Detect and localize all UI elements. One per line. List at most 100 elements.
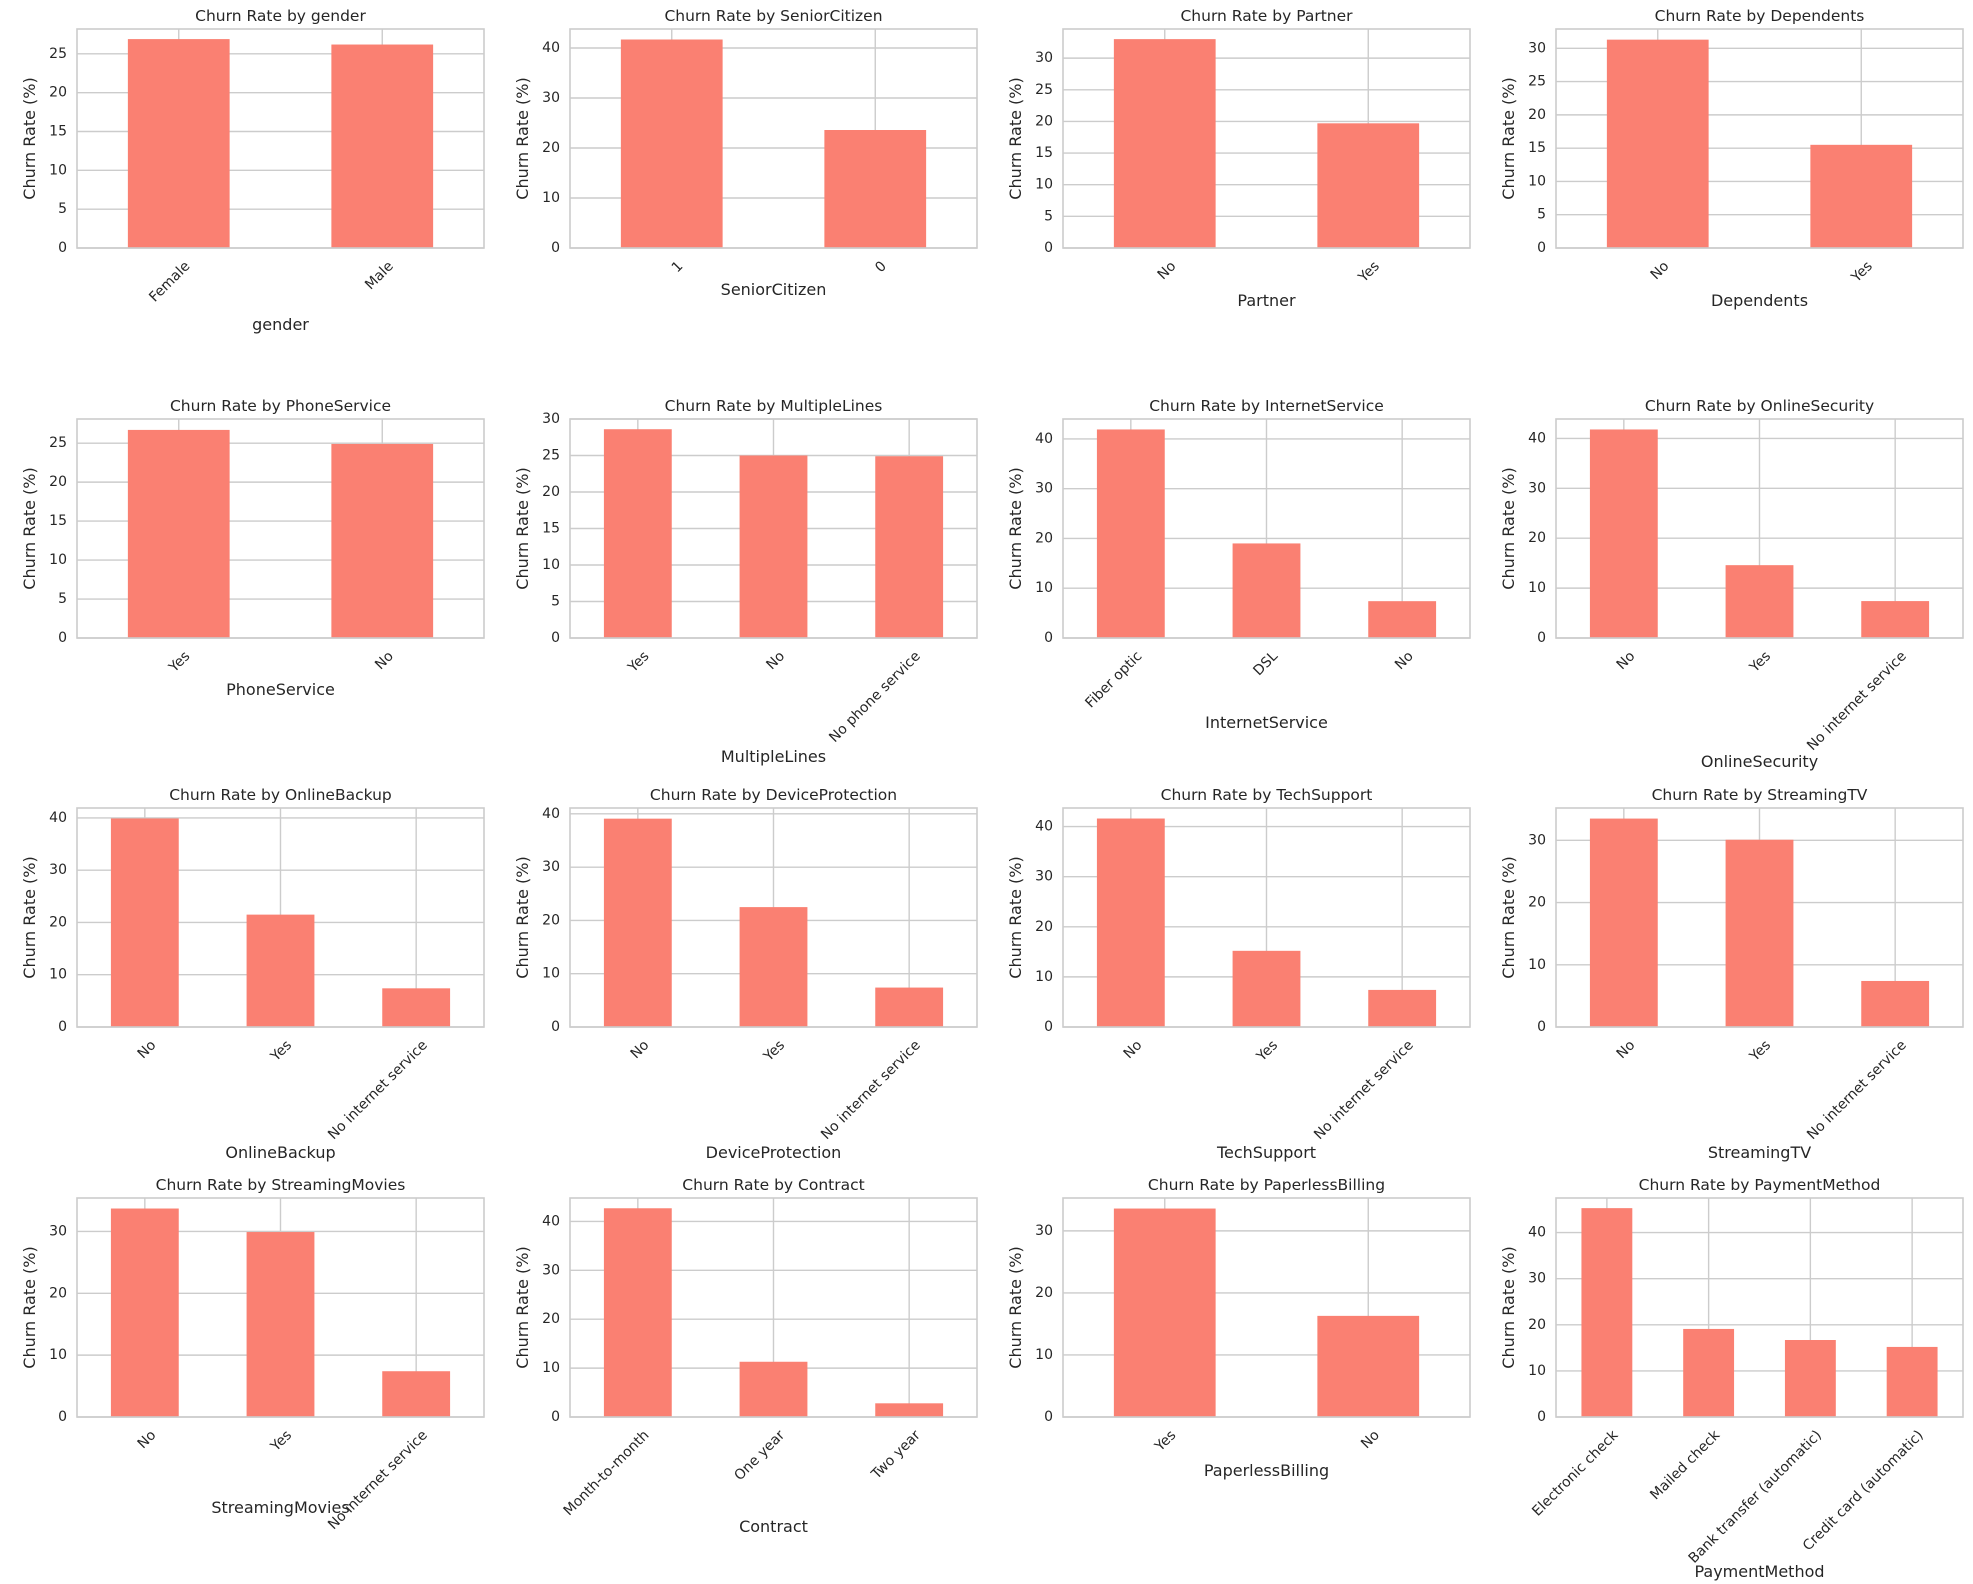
chart-title: Churn Rate by Contract [682, 1176, 864, 1194]
x-tick-label: Yes [1746, 1037, 1774, 1065]
chart-title: Churn Rate by InternetService [1149, 397, 1384, 415]
y-tick-label: 20 [1035, 530, 1053, 546]
x-tick-label: Yes [760, 1037, 788, 1065]
y-tick-label: 10 [542, 190, 560, 206]
bar-yes [1317, 123, 1420, 248]
axes-frame [569, 807, 978, 1028]
x-axis-label: Partner [1237, 291, 1296, 310]
bar-no [1317, 1315, 1420, 1417]
y-tick-label: 15 [1528, 140, 1546, 156]
y-axis-label: Churn Rate (%) [1006, 77, 1025, 199]
y-tick-label: 10 [49, 967, 67, 983]
y-axis-label: Churn Rate (%) [513, 1246, 532, 1368]
bar-two-year [875, 1403, 944, 1417]
x-axis-label: Contract [739, 1517, 808, 1536]
axes-frame [76, 1197, 485, 1418]
axes-frame [1555, 1197, 1964, 1418]
subplot-paymentmethod: Churn Rate by PaymentMethod 0 10 20 30 40 Elec… [1499, 1176, 1964, 1581]
x-tick-label: No internet service [325, 1427, 431, 1533]
bar-yes [603, 429, 672, 638]
x-axis-label: StreamingMovies [211, 1498, 349, 1517]
y-tick-label: 20 [49, 914, 67, 930]
y-tick-label: 20 [1035, 1285, 1053, 1301]
x-tick-label: No [135, 1427, 160, 1452]
y-axis-label: Churn Rate (%) [1499, 77, 1518, 199]
y-tick-label: 40 [1035, 431, 1053, 447]
x-axis-label: PaperlessBilling [1204, 1461, 1329, 1480]
subplot-onlinebackup: Churn Rate by OnlineBackup 0 10 20 30 40 No Yes… [20, 786, 485, 1162]
y-tick-label: 0 [1537, 240, 1546, 256]
x-tick-label: One year [731, 1427, 788, 1484]
y-tick-label: 20 [542, 912, 560, 928]
x-axis-label: TechSupport [1216, 1143, 1316, 1162]
x-tick-label: No [1614, 1037, 1639, 1062]
y-tick-label: 0 [1537, 630, 1546, 646]
y-tick-label: 0 [1537, 1409, 1546, 1425]
axes-frame [76, 28, 485, 249]
bar-no [1113, 39, 1216, 248]
bar-yes [246, 1232, 315, 1417]
x-axis-label: PhoneService [226, 680, 335, 699]
x-tick-label: Two year [868, 1427, 924, 1483]
y-tick-label: 10 [49, 552, 67, 568]
y-tick-label: 10 [542, 1360, 560, 1376]
y-tick-label: 0 [1537, 1019, 1546, 1035]
bar-bank-transfer-automatic- [1784, 1340, 1836, 1417]
y-tick-label: 10 [542, 557, 560, 573]
x-tick-label: Yes [165, 648, 193, 676]
x-tick-label: No [1155, 258, 1180, 283]
x-tick-label: No internet service [1804, 648, 1910, 754]
y-tick-label: 30 [1035, 869, 1053, 885]
x-tick-label: 1 [669, 258, 687, 276]
subplot-paperlessbilling: Churn Rate by PaperlessBilling 0 10 20 30 Yes… [1006, 1176, 1471, 1480]
x-tick-label: Yes [1355, 258, 1383, 286]
y-tick-label: 0 [58, 1409, 67, 1425]
y-tick-label: 20 [1528, 1317, 1546, 1333]
subplot-streamingtv: Churn Rate by StreamingTV 0 10 20 30 No Yes No … [1499, 786, 1964, 1162]
y-axis-label: Churn Rate (%) [1499, 467, 1518, 589]
y-tick-label: 10 [1528, 173, 1546, 189]
bar-no [1606, 39, 1709, 249]
y-tick-label: 30 [1035, 481, 1053, 497]
chart-title: Churn Rate by Dependents [1655, 7, 1865, 25]
x-tick-label: No [1358, 1427, 1383, 1452]
y-tick-label: 0 [551, 630, 560, 646]
y-tick-label: 40 [1035, 819, 1053, 835]
x-axis-label: StreamingTV [1708, 1143, 1811, 1162]
subplot-gender: Churn Rate by gender 0 5 10 15 20 25 Female Male… [20, 7, 485, 334]
chart-title: Churn Rate by SeniorCitizen [664, 7, 882, 25]
bar-1 [620, 39, 723, 248]
y-axis-label: Churn Rate (%) [20, 1246, 39, 1368]
y-tick-label: 30 [542, 859, 560, 875]
bar-no-internet-service [875, 987, 944, 1027]
y-axis-label: Churn Rate (%) [1006, 1246, 1025, 1368]
bar-no-internet-service [1861, 980, 1930, 1027]
x-tick-label: Female [146, 258, 193, 305]
y-tick-label: 25 [1528, 74, 1546, 90]
y-tick-label: 0 [551, 240, 560, 256]
y-tick-label: 20 [1528, 530, 1546, 546]
y-axis-label: Churn Rate (%) [513, 77, 532, 199]
y-tick-label: 0 [1044, 630, 1053, 646]
x-tick-label: Credit card (automatic) [1800, 1427, 1927, 1554]
y-tick-label: 20 [542, 140, 560, 156]
y-tick-label: 20 [1528, 895, 1546, 911]
x-axis-label: InternetService [1205, 713, 1328, 732]
y-tick-label: 10 [542, 966, 560, 982]
y-tick-label: 15 [49, 513, 67, 529]
axes-frame [1062, 418, 1471, 639]
y-tick-label: 20 [49, 85, 67, 101]
bar-electronic-check [1581, 1208, 1633, 1417]
y-tick-label: 30 [49, 1223, 67, 1239]
subplot-multiplelines: Churn Rate by MultipleLines 0 5 10 15 20 25 30 Y… [513, 397, 978, 766]
y-axis-label: Churn Rate (%) [513, 467, 532, 589]
y-tick-label: 30 [49, 862, 67, 878]
x-axis-label: SeniorCitizen [721, 280, 827, 299]
bar-no [110, 818, 179, 1027]
x-axis-label: DeviceProtection [706, 1143, 842, 1162]
bar-yes [1725, 839, 1794, 1027]
bar-yes [1113, 1208, 1216, 1417]
x-tick-label: No internet service [818, 1037, 924, 1143]
x-tick-label: Yes [267, 1037, 295, 1065]
